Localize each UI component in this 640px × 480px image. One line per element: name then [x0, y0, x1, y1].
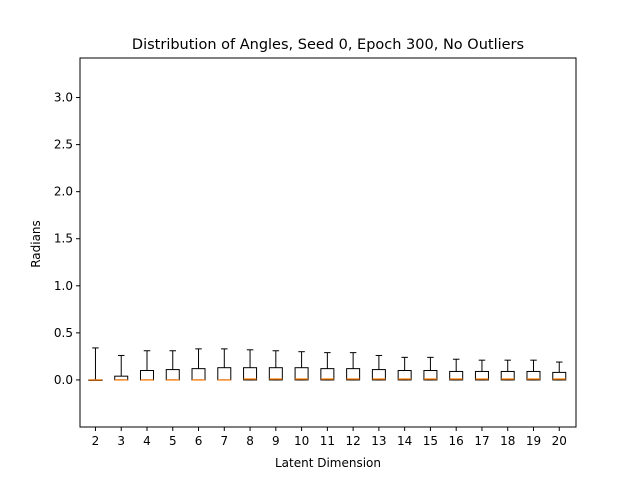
y-tick-label: 0.5 — [54, 326, 73, 340]
y-tick-label: 0.0 — [54, 373, 73, 387]
iqr-box — [423, 370, 438, 381]
iqr-box — [346, 368, 361, 381]
box-3 — [114, 354, 129, 381]
box-15 — [423, 356, 438, 381]
iqr-box — [320, 368, 335, 381]
y-tick-label: 3.0 — [54, 91, 73, 105]
iqr-box — [449, 370, 464, 381]
x-tick-label: 18 — [500, 434, 515, 448]
x-tick-label: 9 — [272, 434, 280, 448]
x-tick-label: 7 — [220, 434, 228, 448]
box-16 — [449, 358, 464, 381]
box-14 — [397, 356, 412, 381]
iqr-box — [371, 369, 386, 381]
iqr-box — [243, 367, 258, 381]
iqr-box — [500, 370, 515, 381]
chart-title: Distribution of Angles, Seed 0, Epoch 30… — [132, 37, 524, 53]
iqr-box — [474, 370, 489, 381]
y-tick-label: 1.0 — [54, 279, 73, 293]
box-7 — [217, 348, 232, 381]
x-axis-title: Latent Dimension — [275, 456, 381, 470]
y-tick-label: 1.5 — [54, 232, 73, 246]
box-4 — [139, 350, 154, 381]
box-13 — [371, 354, 386, 381]
box-17 — [474, 359, 489, 381]
x-tick-label: 20 — [552, 434, 567, 448]
iqr-box — [552, 371, 567, 381]
box-10 — [294, 351, 309, 381]
box-12 — [346, 352, 361, 381]
box-9 — [268, 350, 283, 381]
box-2 — [88, 347, 103, 381]
x-tick-label: 13 — [371, 434, 386, 448]
box-19 — [526, 359, 541, 381]
plot-area: 0.0 0.5 1.0 1.5 2.0 2.5 3.0 2 3 4 5 6 7 8 9 10 11 12 13 14 1… — [54, 57, 577, 448]
x-tick-label: 3 — [117, 434, 125, 448]
x-tick-label: 19 — [526, 434, 541, 448]
box-6 — [191, 348, 206, 381]
box-8 — [243, 349, 258, 381]
x-tick-label: 6 — [195, 434, 203, 448]
iqr-box — [294, 367, 309, 381]
iqr-box — [526, 370, 541, 381]
x-tick-label: 15 — [423, 434, 438, 448]
box-11 — [320, 352, 335, 381]
x-tick-label: 11 — [320, 434, 335, 448]
y-tick-label: 2.5 — [54, 138, 73, 152]
x-tick-label: 16 — [449, 434, 464, 448]
x-tick-label: 8 — [246, 434, 254, 448]
x-tick-label: 12 — [345, 434, 360, 448]
x-tick-label: 14 — [397, 434, 412, 448]
iqr-box — [397, 370, 412, 381]
axes-frame — [79, 57, 577, 428]
box-20 — [552, 361, 567, 381]
x-tick-label: 4 — [143, 434, 151, 448]
y-tick-label: 2.0 — [54, 185, 73, 199]
box-5 — [165, 350, 180, 381]
box-18 — [500, 359, 515, 381]
x-tick-label: 5 — [169, 434, 177, 448]
x-tick-label: 17 — [474, 434, 489, 448]
x-tick-label: 2 — [92, 434, 100, 448]
iqr-box — [268, 367, 283, 381]
y-axis-title: Radians — [29, 220, 43, 268]
x-tick-label: 10 — [294, 434, 309, 448]
